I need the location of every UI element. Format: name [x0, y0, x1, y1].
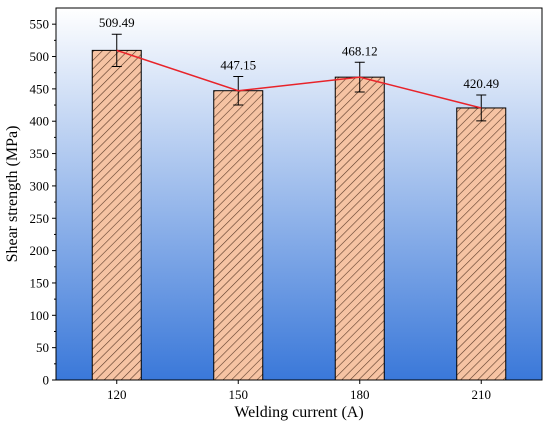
- y-tick-label-250: 250: [30, 211, 50, 226]
- bar-210: [456, 107, 507, 381]
- x-tick-label-180: 180: [350, 387, 370, 402]
- x-tick-label-150: 150: [229, 387, 249, 402]
- x-tick-label-120: 120: [107, 387, 127, 402]
- y-tick-label-450: 450: [30, 81, 50, 96]
- y-tick-label-100: 100: [30, 308, 50, 323]
- y-tick-label-400: 400: [30, 114, 50, 129]
- y-tick-label-200: 200: [30, 243, 50, 258]
- y-tick-label-300: 300: [30, 178, 50, 193]
- y-tick-label-0: 0: [43, 373, 50, 388]
- bar-180: [334, 76, 385, 381]
- y-tick-label-350: 350: [30, 146, 50, 161]
- bar-120: [91, 49, 142, 381]
- plot-frame: [55, 7, 543, 381]
- y-tick-label-50: 50: [36, 340, 49, 355]
- data-label-180: 468.12: [342, 43, 378, 58]
- bar-150: [213, 90, 264, 381]
- trend-line: [116, 49, 482, 109]
- x-tick-label-210: 210: [472, 387, 492, 402]
- x-axis-ticks: 120 150 180 210: [107, 380, 491, 402]
- error-bar-120: [111, 33, 122, 68]
- error-bars-group: [111, 33, 487, 122]
- data-label-210: 420.49: [463, 76, 499, 91]
- y-tick-label-550: 550: [30, 17, 50, 32]
- y-tick-label-150: 150: [30, 275, 50, 290]
- x-axis-title: Welding current (A): [234, 404, 363, 421]
- data-label-150: 447.15: [220, 57, 256, 72]
- y-axis-title: Shear strength (MPa): [4, 126, 21, 263]
- y-axis-ticks: 0 50 100 150 200 250 300 350 400 450 500 550: [30, 17, 56, 388]
- y-tick-label-500: 500: [30, 49, 50, 64]
- bars-group: [91, 49, 507, 381]
- data-label-120: 509.49: [99, 15, 135, 30]
- data-labels-group: 509.49 447.15 468.12 420.49: [99, 15, 499, 91]
